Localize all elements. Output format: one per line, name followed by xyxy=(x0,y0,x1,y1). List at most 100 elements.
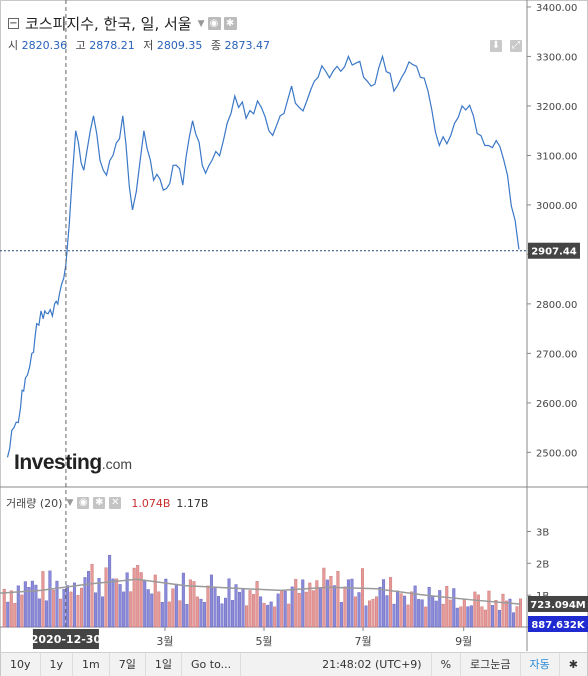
volume-bar[interactable] xyxy=(346,579,350,628)
volume-bar[interactable] xyxy=(487,590,491,628)
eye-icon[interactable]: ◉ xyxy=(77,497,90,509)
volume-bar[interactable] xyxy=(417,599,421,628)
volume-bar[interactable] xyxy=(153,574,157,628)
volume-bar[interactable] xyxy=(9,590,13,628)
volume-bar[interactable] xyxy=(473,591,477,628)
volume-bar[interactable] xyxy=(87,571,91,628)
volume-bar[interactable] xyxy=(58,598,62,628)
volume-bar[interactable] xyxy=(234,584,238,628)
volume-bar[interactable] xyxy=(343,586,347,628)
volume-bar[interactable] xyxy=(396,590,400,628)
volume-bar[interactable] xyxy=(44,600,48,628)
volume-bar[interactable] xyxy=(427,586,431,628)
volume-bar[interactable] xyxy=(431,595,435,628)
volume-bar[interactable] xyxy=(108,554,112,628)
volume-bar[interactable] xyxy=(94,592,98,628)
period-1m-button[interactable]: 1m xyxy=(73,653,110,676)
volume-bar[interactable] xyxy=(339,602,343,628)
volume-bar[interactable] xyxy=(241,589,245,628)
volume-bar[interactable] xyxy=(308,582,312,628)
gear-icon[interactable]: ✱ xyxy=(223,17,237,30)
volume-bar[interactable] xyxy=(413,585,417,628)
caret-down-icon[interactable]: ▼ xyxy=(66,498,74,508)
volume-bar[interactable] xyxy=(519,598,523,628)
volume-bar[interactable] xyxy=(150,593,154,628)
volume-bar[interactable] xyxy=(238,591,242,628)
download-icon[interactable]: ⬇ xyxy=(489,40,502,52)
volume-bar[interactable] xyxy=(322,567,326,628)
volume-bar[interactable] xyxy=(399,593,403,628)
close-icon[interactable]: ✕ xyxy=(109,497,122,509)
volume-bar[interactable] xyxy=(406,604,410,628)
volume-bar[interactable] xyxy=(259,596,263,628)
volume-bar[interactable] xyxy=(508,598,512,628)
volume-bar[interactable] xyxy=(410,591,414,628)
volume-bar[interactable] xyxy=(101,596,105,628)
volume-bar[interactable] xyxy=(48,570,52,628)
volume-bar[interactable] xyxy=(51,589,55,628)
volume-bar[interactable] xyxy=(206,585,210,628)
volume-bar[interactable] xyxy=(448,599,452,628)
volume-bar[interactable] xyxy=(332,585,336,628)
volume-bar[interactable] xyxy=(16,585,20,628)
volume-bar[interactable] xyxy=(445,586,449,628)
volume-bar[interactable] xyxy=(403,595,407,628)
volume-bar[interactable] xyxy=(280,590,284,628)
volume-bar[interactable] xyxy=(118,584,122,628)
log-scale-toggle[interactable]: 로그눈금 xyxy=(460,653,519,676)
volume-bar[interactable] xyxy=(424,606,428,628)
volume-bar[interactable] xyxy=(276,593,280,628)
volume-bar[interactable] xyxy=(294,578,298,628)
volume-bar[interactable] xyxy=(455,607,459,628)
volume-bar[interactable] xyxy=(146,589,150,628)
volume-bar[interactable] xyxy=(287,603,291,628)
fullscreen-icon[interactable]: ⤢ xyxy=(510,40,522,52)
volume-bar[interactable] xyxy=(389,577,393,628)
volume-bar[interactable] xyxy=(353,596,357,628)
volume-bar[interactable] xyxy=(178,600,182,628)
volume-bar[interactable] xyxy=(132,567,136,628)
eye-icon[interactable]: ◉ xyxy=(207,17,221,30)
volume-bar[interactable] xyxy=(76,595,80,628)
volume-bar[interactable] xyxy=(216,596,220,628)
volume-bar[interactable] xyxy=(125,572,129,628)
volume-bar[interactable] xyxy=(367,600,371,628)
volume-bar[interactable] xyxy=(164,578,168,628)
volume-bar[interactable] xyxy=(209,574,213,628)
volume-bar[interactable] xyxy=(311,590,315,628)
volume-bar[interactable] xyxy=(171,588,175,628)
volume-bar[interactable] xyxy=(494,600,498,628)
volume-bar[interactable] xyxy=(224,597,228,628)
volume-bar[interactable] xyxy=(262,603,266,628)
volume-bar[interactable] xyxy=(248,590,252,628)
period-1y-button[interactable]: 1y xyxy=(41,653,74,676)
volume-bar[interactable] xyxy=(266,604,270,628)
volume-bar[interactable] xyxy=(329,576,333,628)
volume-bar[interactable] xyxy=(515,606,519,628)
volume-bar[interactable] xyxy=(115,578,119,628)
minus-box-icon[interactable]: − xyxy=(8,17,19,29)
volume-bar[interactable] xyxy=(273,606,277,628)
settings-gear-icon[interactable]: ✱ xyxy=(558,653,587,676)
volume-bar[interactable] xyxy=(452,588,456,628)
volume-bar[interactable] xyxy=(69,591,73,628)
volume-bar[interactable] xyxy=(290,586,294,628)
volume-bar[interactable] xyxy=(392,603,396,628)
volume-bar[interactable] xyxy=(378,586,382,628)
goto-button[interactable]: Go to... xyxy=(182,653,242,676)
volume-bar[interactable] xyxy=(72,582,76,628)
volume-bar[interactable] xyxy=(304,591,308,628)
volume-bar[interactable] xyxy=(466,606,470,628)
volume-bar[interactable] xyxy=(480,606,484,628)
volume-bar[interactable] xyxy=(483,609,487,628)
volume-bar[interactable] xyxy=(143,580,147,628)
period-1d-button[interactable]: 1일 xyxy=(146,653,182,676)
volume-bar[interactable] xyxy=(41,571,45,628)
volume-bar[interactable] xyxy=(122,591,126,628)
volume-bar[interactable] xyxy=(497,609,501,628)
volume-bar[interactable] xyxy=(385,595,389,628)
volume-bar[interactable] xyxy=(213,587,217,628)
volume-bar[interactable] xyxy=(129,591,133,628)
volume-bar[interactable] xyxy=(27,587,31,628)
